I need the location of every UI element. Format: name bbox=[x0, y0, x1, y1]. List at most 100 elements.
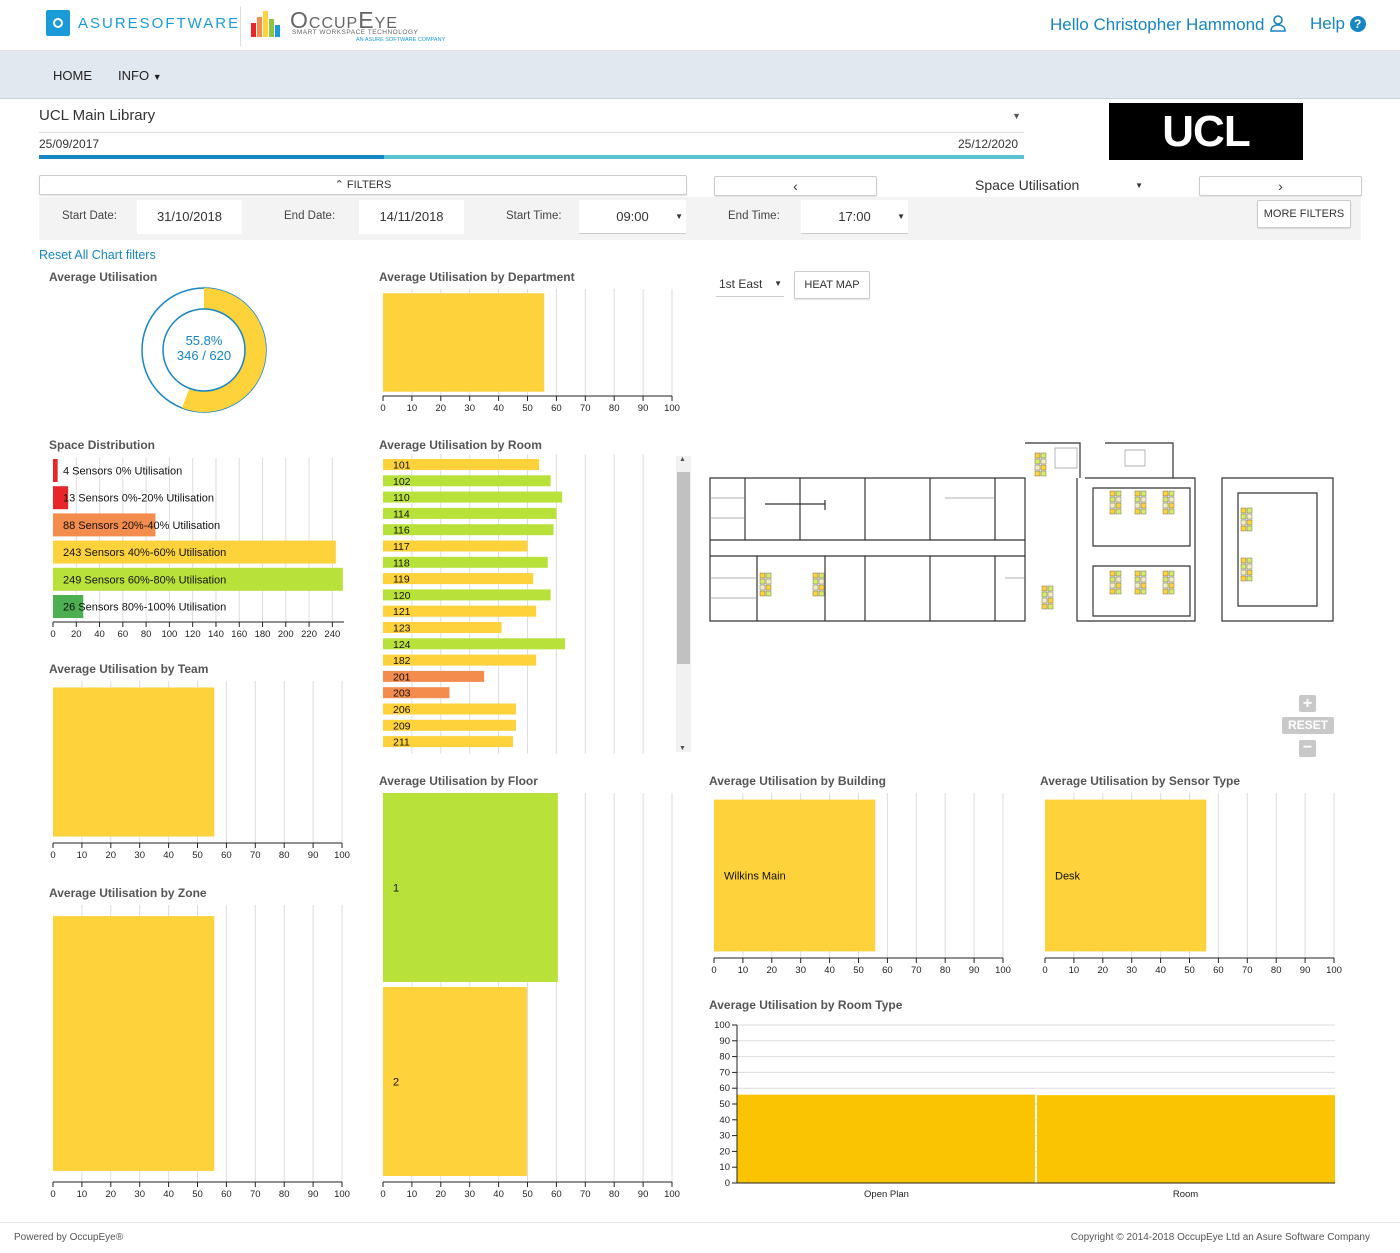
user-greeting[interactable]: Hello Christopher Hammond bbox=[1050, 14, 1287, 35]
x-tick-label: 10 bbox=[77, 1189, 88, 1200]
start-time-select[interactable]: 09:00 ▼ bbox=[579, 200, 686, 234]
avg-util-donut[interactable]: 55.8% 346 / 620 bbox=[140, 287, 270, 413]
room-bar bbox=[383, 736, 514, 748]
next-view-button[interactable]: › bbox=[1199, 176, 1362, 196]
desk bbox=[1115, 588, 1122, 595]
bar-label: 88 Sensors 20%-40% Utilisation bbox=[63, 520, 220, 532]
view-select[interactable]: Space Utilisation ▼ bbox=[930, 174, 1146, 198]
room-bar bbox=[383, 654, 537, 666]
room-bar-label: 116 bbox=[393, 525, 410, 537]
x-tick-label: 40 bbox=[163, 850, 174, 861]
zoom-reset-button[interactable]: RESET bbox=[1282, 717, 1334, 734]
bar bbox=[383, 793, 558, 982]
desk bbox=[1162, 508, 1169, 515]
floor-chart[interactable]: 120 10 20 30 40 50 60 70 80 90 100 bbox=[375, 789, 685, 1206]
desk bbox=[1115, 490, 1122, 497]
roomtype-bar bbox=[1037, 1095, 1335, 1183]
x-axis: 0 10 20 30 40 50 60 70 80 90 100 bbox=[50, 1181, 350, 1200]
room-chart-scrollbar[interactable]: ▲ ▼ bbox=[676, 456, 691, 752]
zone-chart[interactable]: 0 10 20 30 40 50 60 70 80 90 100 bbox=[45, 901, 355, 1206]
bar bbox=[53, 459, 58, 482]
room-bar bbox=[383, 507, 557, 519]
donut-inner-ring bbox=[162, 308, 246, 392]
x-tick-label: 0 bbox=[380, 403, 385, 414]
x-tick-label: 50 bbox=[853, 965, 864, 976]
desk bbox=[1115, 576, 1122, 583]
bar-label: 2 bbox=[393, 1077, 399, 1089]
help-link[interactable]: Help ? bbox=[1310, 14, 1366, 34]
dept-chart[interactable]: 0 10 20 30 40 50 60 70 80 90 100 bbox=[375, 285, 685, 420]
sensor-chart[interactable]: Desk 0 10 20 30 40 50 60 70 80 90 100 bbox=[1036, 789, 1346, 982]
asure-logo-icon bbox=[46, 10, 70, 36]
footer-divider bbox=[0, 1222, 1400, 1223]
desk bbox=[1168, 582, 1175, 589]
desk bbox=[1047, 597, 1054, 604]
survey-select[interactable]: UCL Main Library ▼ bbox=[39, 105, 1024, 133]
room-bar-label: 123 bbox=[393, 623, 411, 635]
end-date-input[interactable]: 14/11/2018 bbox=[359, 200, 464, 234]
desk bbox=[1109, 570, 1116, 577]
room-chart[interactable]: 101 102 110 114 116 117 118 119 120 121 123 124 182 2… bbox=[375, 454, 675, 754]
floor-select[interactable]: 1st East ▼ bbox=[716, 271, 784, 297]
scroll-up-icon[interactable]: ▲ bbox=[679, 456, 686, 463]
room-bar bbox=[383, 524, 554, 536]
start-time-label: Start Time: bbox=[506, 210, 562, 222]
nav-info[interactable]: INFO ▼ bbox=[118, 68, 162, 83]
desk bbox=[1034, 464, 1041, 471]
x-tick-label: 40 bbox=[824, 965, 835, 976]
room-bar-label: 119 bbox=[393, 574, 410, 586]
x-tick-label: 50 bbox=[192, 850, 203, 861]
bar-label: 1 bbox=[393, 883, 399, 895]
x-tick-label: 10 bbox=[1069, 965, 1080, 976]
caret-down-icon: ▼ bbox=[774, 279, 782, 288]
floor-select-value: 1st East bbox=[719, 277, 763, 291]
room-bar-label: 203 bbox=[393, 688, 411, 700]
zoom-in-button[interactable]: + bbox=[1299, 695, 1316, 712]
nav-home[interactable]: HOME bbox=[53, 68, 92, 83]
desk bbox=[1246, 557, 1253, 564]
heat-map-button[interactable]: HEAT MAP bbox=[794, 271, 870, 299]
view-select-value: Space Utilisation bbox=[975, 177, 1080, 193]
room-bar bbox=[383, 556, 548, 568]
roomtype-chart[interactable]: Open Plan Room 0 10 20 30 40 50 60 70 80 90 100 bbox=[705, 1013, 1345, 1205]
x-tick-label: 90 bbox=[308, 850, 319, 861]
room-title: Average Utilisation by Room bbox=[379, 438, 542, 452]
x-tick-label: 70 bbox=[250, 850, 261, 861]
desk bbox=[1240, 569, 1247, 576]
floor-plan[interactable] bbox=[705, 438, 1345, 628]
footer-copyright: Copyright © 2014-2018 OccupEye Ltd an As… bbox=[1070, 1232, 1370, 1243]
bar-label: 4 Sensors 0% Utilisation bbox=[63, 466, 182, 478]
desk bbox=[1140, 588, 1147, 595]
team-chart[interactable]: 0 10 20 30 40 50 60 70 80 90 100 bbox=[45, 677, 355, 867]
start-date-input[interactable]: 31/10/2018 bbox=[137, 200, 242, 234]
zoom-out-button[interactable]: − bbox=[1299, 740, 1316, 757]
desk bbox=[1140, 508, 1147, 515]
room-bar-label: 101 bbox=[393, 460, 411, 472]
room-bar bbox=[383, 687, 450, 699]
prev-view-button[interactable]: ‹ bbox=[714, 176, 877, 196]
room-bar-label: 121 bbox=[393, 606, 411, 618]
caret-down-icon: ▼ bbox=[1012, 111, 1021, 121]
x-tick-label: 70 bbox=[1242, 965, 1253, 976]
x-tick-label: 0 bbox=[50, 1189, 55, 1200]
room-bar-label: 110 bbox=[393, 492, 410, 504]
desk bbox=[1168, 490, 1175, 497]
bar-label: 26 Sensors 80%-100% Utilisation bbox=[63, 602, 226, 614]
desk bbox=[1140, 496, 1147, 503]
start-date-label: Start Date: bbox=[62, 210, 117, 222]
scrollbar-thumb[interactable] bbox=[677, 472, 690, 664]
desk bbox=[812, 578, 819, 585]
x-tick-label: 10 bbox=[738, 965, 749, 976]
building-chart[interactable]: Wilkins Main 0 10 20 30 40 50 60 70 80 90 100 bbox=[705, 789, 1015, 982]
space-dist-chart[interactable]: 4 Sensors 0% Utilisation 13 Sensors 0%-20… bbox=[45, 454, 355, 644]
x-axis: 0 20 40 60 80 100 120 140 160 180 200 220 240 bbox=[50, 621, 344, 640]
desk bbox=[759, 590, 766, 597]
more-filters-button[interactable]: MORE FILTERS bbox=[1257, 200, 1351, 228]
reset-chart-filters-link[interactable]: Reset All Chart filters bbox=[39, 248, 156, 262]
filters-toggle-button[interactable]: ⌃ FILTERS bbox=[39, 175, 687, 195]
x-tick-label: 80 bbox=[609, 403, 620, 414]
product-tagline: SMART WORKSPACE TECHNOLOGY bbox=[292, 29, 419, 36]
x-tick-label: 30 bbox=[134, 1189, 145, 1200]
scroll-down-icon[interactable]: ▼ bbox=[679, 745, 686, 752]
end-time-select[interactable]: 17:00 ▼ bbox=[801, 200, 908, 234]
